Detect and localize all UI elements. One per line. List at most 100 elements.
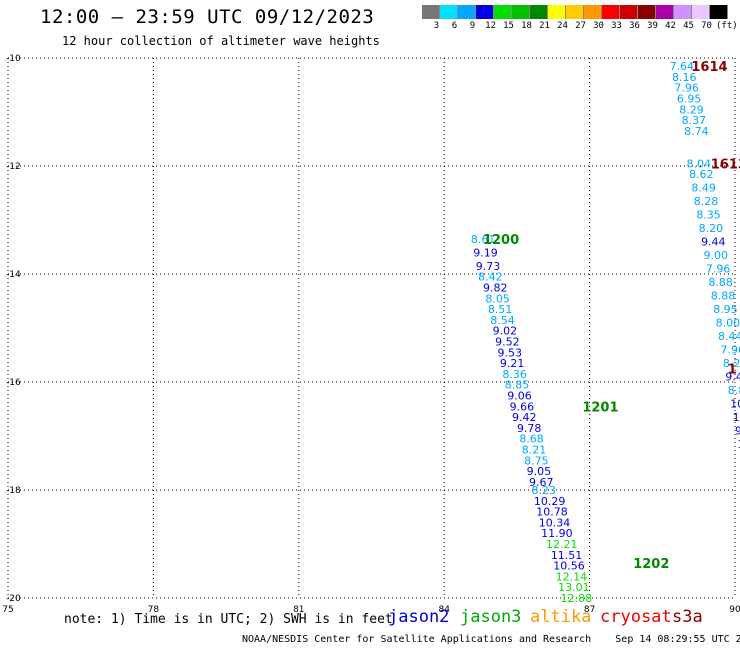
- wave-height-value: 8.23: [531, 484, 556, 497]
- wave-height-value: 8.26: [723, 357, 740, 370]
- wave-height-value: 8.35: [696, 209, 721, 222]
- wave-height-value: 12.14: [556, 570, 588, 583]
- wave-height-value: 6.95: [677, 93, 702, 106]
- wave-height-value: 10.22: [730, 398, 740, 411]
- wave-height-value: 8.42: [478, 271, 503, 284]
- wave-height-value: 8.36: [502, 368, 527, 381]
- wave-height-value: 8.84: [728, 384, 740, 397]
- wave-height-value: 10.10: [737, 438, 740, 451]
- wave-height-value: 7.64: [670, 60, 695, 73]
- wave-height-value: 8.74: [684, 125, 709, 138]
- legend-swatch: [512, 5, 530, 19]
- wave-height-value: 8.29: [679, 103, 704, 116]
- x-tick-label: 84: [438, 605, 450, 615]
- wave-height-value: 9.43: [725, 371, 740, 384]
- wave-height-value: 12.88: [561, 592, 593, 605]
- x-tick-label: 75: [2, 605, 13, 615]
- wave-height-value: 9.78: [517, 422, 542, 435]
- legend-label: 70: [701, 21, 712, 31]
- pass-time-label: 1202: [633, 557, 669, 572]
- wave-height-value: 9.21: [500, 357, 524, 370]
- pass-time-label: 1613: [711, 157, 740, 172]
- wave-height-value: 9.05: [527, 465, 552, 478]
- legend-swatch: [638, 5, 656, 19]
- legend-swatch: [620, 5, 638, 19]
- wave-height-value: 9.67: [529, 476, 554, 489]
- pass-time-label: 1201: [582, 400, 618, 415]
- x-tick-label: 90: [729, 605, 740, 615]
- pass-time-label: 1: [728, 363, 737, 378]
- wave-height-value: 8.62: [689, 168, 714, 181]
- chart-title: 12:00 – 23:59 UTC 09/12/2023: [40, 6, 375, 28]
- legend-swatch: [692, 5, 710, 19]
- wave-height-value: 8.28: [694, 195, 719, 208]
- x-tick-label: 78: [148, 605, 160, 615]
- x-tick-label: 81: [293, 605, 304, 615]
- wave-height-value: 8.68: [519, 433, 544, 446]
- wave-height-value: 8.49: [691, 182, 716, 195]
- wave-height-value: 10.34: [539, 516, 571, 529]
- wave-height-value: 9.73: [476, 260, 501, 273]
- wave-height-value: 12.21: [546, 538, 578, 551]
- legend-label: 42: [665, 21, 676, 31]
- wave-height-value: 9.42: [512, 411, 537, 424]
- wave-height-value: 9.82: [483, 282, 508, 295]
- legend-label: 15: [503, 21, 514, 31]
- wave-height-value: 10.29: [534, 495, 566, 508]
- wave-height-value: 8.05: [485, 292, 510, 305]
- legend-swatch: [422, 5, 440, 19]
- legend-swatch: [494, 5, 512, 19]
- wave-height-value: 7.96: [720, 344, 740, 357]
- wave-height-value: 9.92: [735, 425, 740, 438]
- wave-height-value: 8.21: [522, 444, 547, 457]
- wave-height-value: 9.44: [701, 236, 726, 249]
- legend-swatch: [656, 5, 674, 19]
- legend-label: 21: [539, 21, 550, 31]
- wave-height-value: 10.11: [733, 411, 740, 424]
- legend-label: 9: [469, 21, 476, 31]
- legend-label: (ft): [716, 21, 738, 31]
- legend-swatch: [584, 5, 602, 19]
- wave-height-value: 8.00: [716, 317, 740, 330]
- legend-swatch: [476, 5, 494, 19]
- wave-height-value: 8.16: [672, 71, 697, 84]
- units-note: note: 1) Time is in UTC; 2) SWH is in fe…: [64, 612, 393, 627]
- legend-label: 45: [683, 21, 694, 31]
- wave-height-value: 8.61: [471, 233, 496, 246]
- wave-height-value: 8.44: [718, 330, 740, 343]
- legend-swatch: [440, 5, 458, 19]
- y-tick-label: -10: [6, 54, 21, 64]
- legend-swatch: [674, 5, 692, 19]
- wave-height-value: 11.90: [541, 527, 573, 540]
- satellite-altika: altika: [530, 607, 592, 627]
- chart-subtitle: 12 hour collection of altimeter wave hei…: [62, 34, 380, 48]
- satellite-s3a: s3a: [672, 607, 703, 627]
- legend-label: 18: [521, 21, 532, 31]
- satellite-jason2: jason2: [388, 607, 450, 627]
- wave-height-value: 9.02: [493, 325, 517, 338]
- y-tick-label: -16: [6, 378, 21, 388]
- wave-height-value: 8.54: [490, 314, 515, 327]
- wave-height-value: 9.06: [507, 390, 532, 403]
- legend-label: 30: [593, 21, 604, 31]
- wave-height-value: 8.51: [488, 303, 513, 316]
- y-tick-label: -18: [6, 486, 21, 496]
- wave-height-value: 9.53: [498, 346, 522, 359]
- wave-height-value: 8.75: [524, 454, 549, 467]
- pass-time-label: 1614: [691, 60, 727, 75]
- wave-height-value: 8.04: [687, 157, 712, 170]
- wave-height-value: 8.20: [699, 222, 724, 235]
- legend-label: 3: [433, 21, 440, 31]
- wave-height-value: 10.78: [536, 506, 568, 519]
- pass-time-label: 1200: [483, 233, 519, 248]
- wave-height-value: 9.19: [473, 246, 498, 259]
- legend-label: 33: [611, 21, 622, 31]
- legend-swatch: [548, 5, 566, 19]
- y-tick-label: -20: [6, 594, 21, 604]
- legend-label: 12: [485, 21, 496, 31]
- wave-height-value: 7.96: [706, 263, 731, 276]
- legend-label: 39: [647, 21, 658, 31]
- x-tick-label: 87: [584, 605, 595, 615]
- wave-height-value: 8.88: [708, 276, 733, 289]
